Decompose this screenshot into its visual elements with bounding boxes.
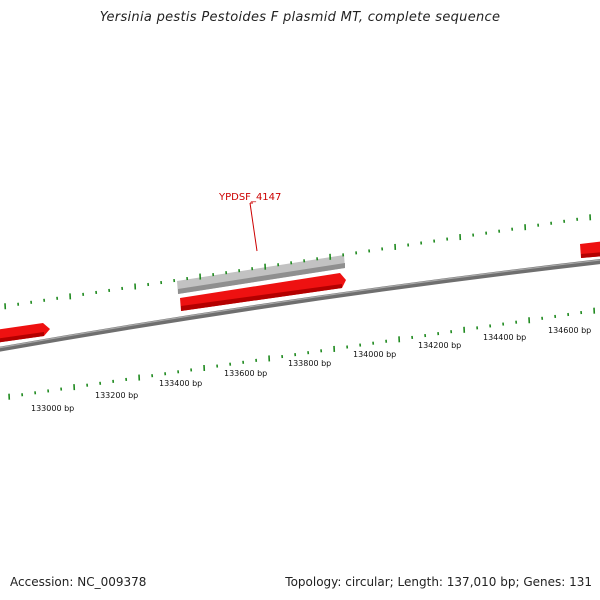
gene-label-leader (249, 202, 258, 252)
accession-label: Accession: NC_009378 (10, 575, 147, 589)
map-title: Yersinia pestis Pestoides F plasmid MT, … (99, 10, 501, 25)
scale-label: 133200 bp (95, 391, 138, 400)
scale-label: 133800 bp (288, 359, 331, 368)
scale-label: 134000 bp (353, 350, 396, 359)
scale-label: 133600 bp (224, 369, 267, 378)
gene-feature-right-shade (581, 252, 600, 258)
gene-feature-middle-shade (181, 284, 342, 311)
sequence-backbone (0, 259, 600, 352)
scale-labels: 133000 bp 133200 bp 133400 bp 133600 bp 1338… (31, 326, 591, 413)
scale-label: 133000 bp (31, 404, 74, 413)
scale-ticks-lower (8, 307, 596, 400)
sequence-backbone-highlight (0, 259, 600, 349)
gene-feature-left-shade (0, 332, 44, 343)
gene-feature-ypdsf-4147-shade (178, 263, 345, 294)
scale-label: 134200 bp (418, 341, 461, 350)
scale-label: 134400 bp (483, 333, 526, 342)
scale-ticks-upper (4, 214, 592, 310)
scale-label: 133400 bp (159, 379, 202, 388)
gene-label-ypdsf-4147: YPDSF_4147 (218, 192, 281, 203)
topology-summary: Topology: circular; Length: 137,010 bp; … (285, 575, 592, 589)
scale-label: 134600 bp (548, 326, 591, 335)
